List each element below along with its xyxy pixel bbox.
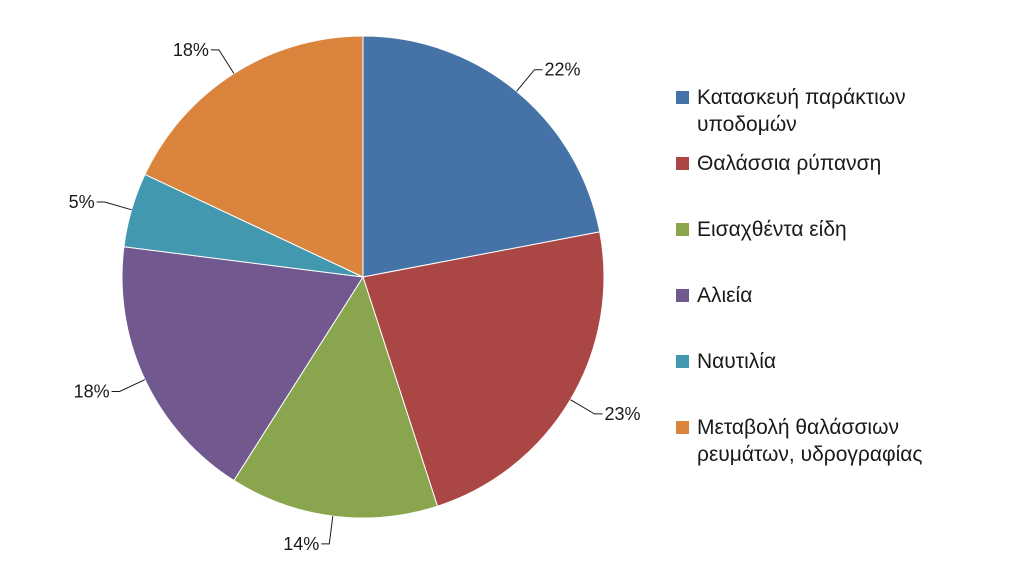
legend-swatch (676, 355, 689, 368)
leader-line-1 (570, 399, 603, 415)
legend-label: Κατασκευή παράκτιων υποδομών (697, 86, 906, 136)
data-label-3: 18% (74, 382, 110, 402)
legend-item-marine-pollution: Θαλάσσια ρύπανση (676, 150, 881, 177)
leader-line-4 (96, 201, 132, 211)
legend-swatch (676, 289, 689, 302)
legend-item-currents-hydrography: Μεταβολή θαλάσσιων ρευμάτων, υδρογραφίας (676, 414, 923, 468)
data-label-5: 18% (173, 40, 209, 60)
legend-item-fishing: Αλιεία (676, 282, 752, 309)
legend-swatch (676, 157, 689, 170)
data-label-0: 22% (545, 60, 581, 80)
legend-item-coastal-infrastructure: Κατασκευή παράκτιων υποδομών (676, 84, 906, 138)
pie-slice-2 (233, 275, 439, 519)
data-label-4: 5% (69, 192, 95, 212)
leader-line-5 (210, 49, 235, 74)
data-label-1: 23% (605, 404, 641, 424)
legend-label: Μεταβολή θαλάσσιων ρευμάτων, υδρογραφίας (697, 416, 923, 466)
pie-slice-3 (121, 246, 364, 482)
leader-line-3 (111, 379, 146, 392)
data-label-2: 14% (283, 534, 319, 554)
legend-label: Αλιεία (697, 284, 753, 307)
legend-label: Θαλάσσια ρύπανση (697, 152, 882, 175)
pie-slice-1 (362, 231, 605, 507)
legend-label: Ναυτιλία (697, 350, 777, 373)
leader-line-2 (321, 516, 334, 545)
legend-item-introduced-species: Εισαχθέντα είδη (676, 216, 847, 243)
legend-label: Εισαχθέντα είδη (697, 218, 847, 241)
legend-swatch (676, 421, 689, 434)
legend-item-shipping: Ναυτιλία (676, 348, 776, 375)
legend-swatch (676, 223, 689, 236)
legend-swatch (676, 91, 689, 104)
leader-line-0 (516, 69, 543, 92)
